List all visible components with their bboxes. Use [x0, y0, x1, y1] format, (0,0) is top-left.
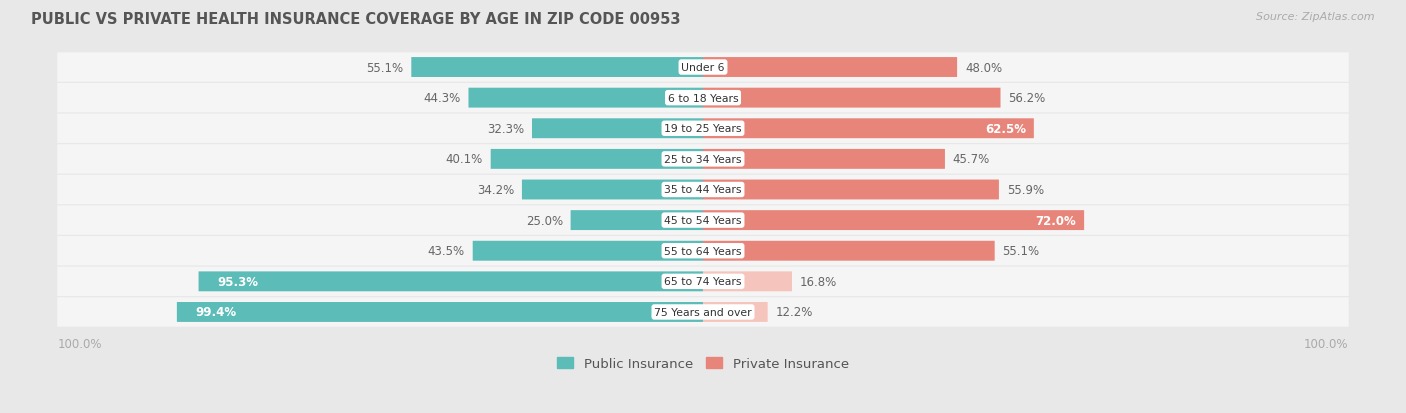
- Text: 75 Years and over: 75 Years and over: [654, 307, 752, 317]
- Text: 40.1%: 40.1%: [446, 153, 482, 166]
- FancyBboxPatch shape: [468, 88, 703, 108]
- FancyBboxPatch shape: [491, 150, 703, 169]
- FancyBboxPatch shape: [703, 211, 1084, 230]
- Text: PUBLIC VS PRIVATE HEALTH INSURANCE COVERAGE BY AGE IN ZIP CODE 00953: PUBLIC VS PRIVATE HEALTH INSURANCE COVER…: [31, 12, 681, 27]
- FancyBboxPatch shape: [58, 84, 1348, 113]
- Text: 55.9%: 55.9%: [1007, 183, 1043, 197]
- FancyBboxPatch shape: [58, 297, 1348, 327]
- FancyBboxPatch shape: [412, 58, 703, 78]
- FancyBboxPatch shape: [703, 272, 792, 292]
- Text: 35 to 44 Years: 35 to 44 Years: [664, 185, 742, 195]
- Text: 34.2%: 34.2%: [477, 183, 515, 197]
- Text: 16.8%: 16.8%: [800, 275, 837, 288]
- FancyBboxPatch shape: [703, 88, 1001, 108]
- Text: 100.0%: 100.0%: [1305, 337, 1348, 350]
- Text: 43.5%: 43.5%: [427, 244, 465, 258]
- Text: Under 6: Under 6: [682, 63, 724, 73]
- Text: 45.7%: 45.7%: [953, 153, 990, 166]
- FancyBboxPatch shape: [531, 119, 703, 139]
- FancyBboxPatch shape: [703, 119, 1033, 139]
- Text: 6 to 18 Years: 6 to 18 Years: [668, 93, 738, 103]
- FancyBboxPatch shape: [571, 211, 703, 230]
- Text: 65 to 74 Years: 65 to 74 Years: [664, 277, 742, 287]
- Text: Source: ZipAtlas.com: Source: ZipAtlas.com: [1257, 12, 1375, 22]
- FancyBboxPatch shape: [58, 53, 1348, 83]
- FancyBboxPatch shape: [198, 272, 703, 292]
- FancyBboxPatch shape: [58, 206, 1348, 235]
- Text: 48.0%: 48.0%: [965, 62, 1002, 74]
- Text: 55.1%: 55.1%: [367, 62, 404, 74]
- FancyBboxPatch shape: [177, 302, 703, 322]
- FancyBboxPatch shape: [58, 176, 1348, 205]
- FancyBboxPatch shape: [58, 237, 1348, 266]
- Text: 45 to 54 Years: 45 to 54 Years: [664, 216, 742, 225]
- Text: 55 to 64 Years: 55 to 64 Years: [664, 246, 742, 256]
- FancyBboxPatch shape: [58, 145, 1348, 174]
- FancyBboxPatch shape: [703, 150, 945, 169]
- Text: 44.3%: 44.3%: [423, 92, 461, 105]
- FancyBboxPatch shape: [522, 180, 703, 200]
- FancyBboxPatch shape: [703, 241, 994, 261]
- Text: 100.0%: 100.0%: [58, 337, 101, 350]
- Text: 12.2%: 12.2%: [776, 306, 813, 319]
- FancyBboxPatch shape: [703, 302, 768, 322]
- Text: 25 to 34 Years: 25 to 34 Years: [664, 154, 742, 164]
- FancyBboxPatch shape: [703, 58, 957, 78]
- FancyBboxPatch shape: [703, 180, 998, 200]
- Text: 32.3%: 32.3%: [486, 123, 524, 135]
- Text: 56.2%: 56.2%: [1008, 92, 1046, 105]
- FancyBboxPatch shape: [472, 241, 703, 261]
- Text: 72.0%: 72.0%: [1035, 214, 1076, 227]
- Text: 95.3%: 95.3%: [217, 275, 259, 288]
- Text: 19 to 25 Years: 19 to 25 Years: [664, 124, 742, 134]
- Legend: Public Insurance, Private Insurance: Public Insurance, Private Insurance: [553, 351, 853, 375]
- FancyBboxPatch shape: [58, 114, 1348, 144]
- Text: 25.0%: 25.0%: [526, 214, 562, 227]
- Text: 62.5%: 62.5%: [984, 123, 1026, 135]
- Text: 55.1%: 55.1%: [1002, 244, 1039, 258]
- FancyBboxPatch shape: [58, 267, 1348, 296]
- Text: 99.4%: 99.4%: [195, 306, 236, 319]
